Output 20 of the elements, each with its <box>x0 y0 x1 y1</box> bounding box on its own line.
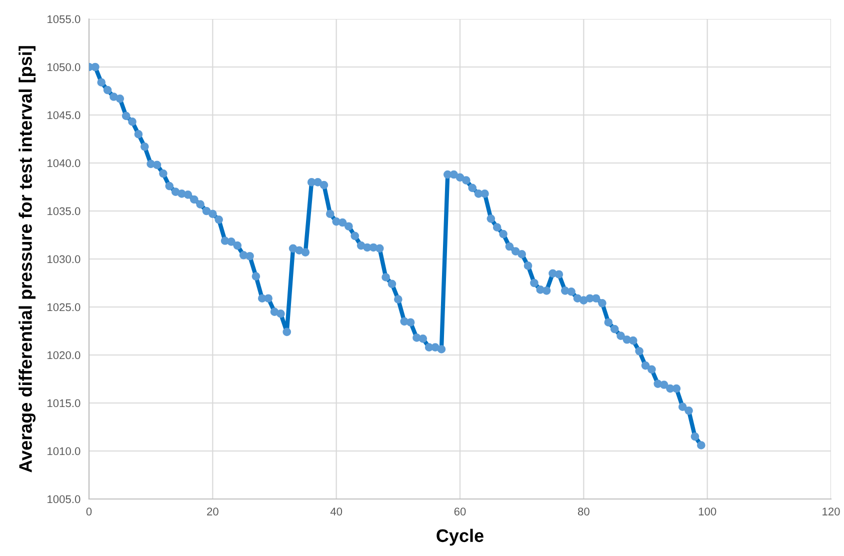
x-axis-title: Cycle <box>436 528 484 546</box>
y-tick-label: 1050.0 <box>48 63 80 72</box>
x-tick-label: 60 <box>454 508 466 516</box>
y-axis-title: Average differential pressure for test interval [psi] <box>18 46 36 472</box>
y-tick-label: 1030.0 <box>48 255 80 264</box>
y-tick-label: 1005.0 <box>48 495 80 504</box>
x-tick-label: 0 <box>86 508 92 516</box>
x-tick-label: 100 <box>698 508 716 516</box>
y-tick-label: 1010.0 <box>48 447 80 456</box>
x-tick-label: 80 <box>578 508 590 516</box>
y-tick-label: 1040.0 <box>48 159 80 168</box>
y-tick-label: 1035.0 <box>48 207 80 216</box>
y-tick-label: 1055.0 <box>48 15 80 24</box>
x-tick-label: 120 <box>822 508 840 516</box>
y-tick-label: 1025.0 <box>48 303 80 312</box>
x-tick-label: 20 <box>207 508 218 516</box>
y-tick-label: 1015.0 <box>48 399 80 408</box>
y-tick-label: 1045.0 <box>48 111 80 120</box>
y-tick-label: 1020.0 <box>48 351 80 360</box>
x-tick-label: 40 <box>330 508 342 516</box>
